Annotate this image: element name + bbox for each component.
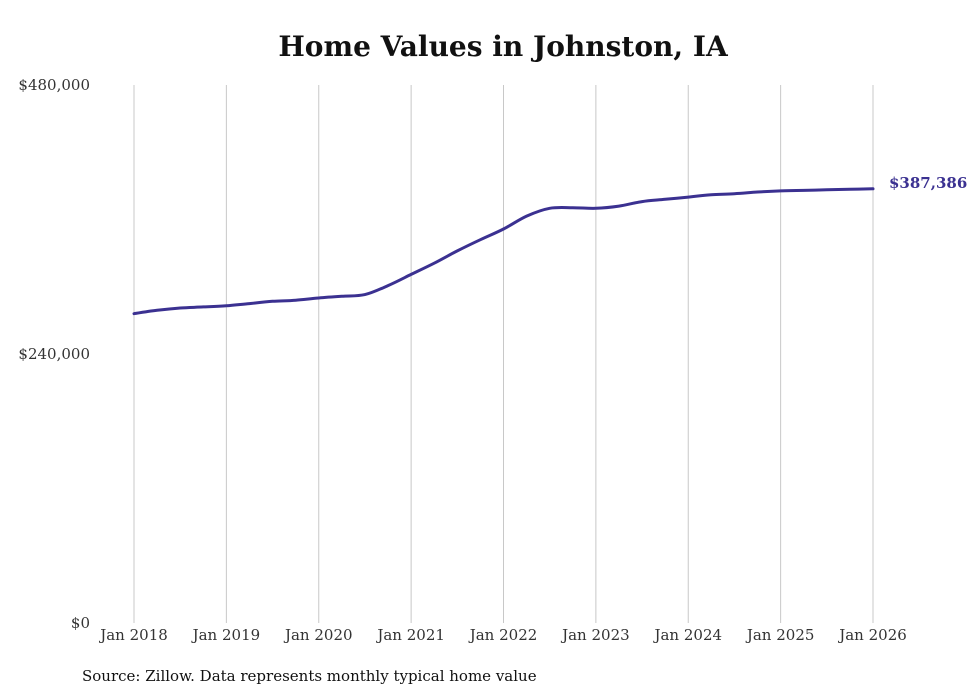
x-tick-label: Jan 2024 [652, 626, 722, 644]
chart-title: Home Values in Johnston, IA [278, 30, 728, 63]
y-tick-label: $0 [71, 614, 90, 632]
x-tick-label: Jan 2019 [191, 626, 261, 644]
x-tick-label: Jan 2026 [837, 626, 907, 644]
source-note: Source: Zillow. Data represents monthly … [82, 667, 537, 685]
x-tick-label: Jan 2022 [468, 626, 538, 644]
x-tick-label: Jan 2021 [375, 626, 445, 644]
x-tick-label: Jan 2020 [283, 626, 353, 644]
x-tick-label: Jan 2023 [560, 626, 630, 644]
end-value-label: $387,386 [889, 174, 967, 192]
y-axis-ticks: $0 $240,000 $480,000 [18, 76, 90, 632]
x-axis-ticks: Jan 2018 Jan 2019 Jan 2020 Jan 2021 Jan 2022… [98, 626, 907, 644]
grid-lines [133, 85, 874, 623]
y-tick-label: $240,000 [18, 345, 90, 363]
x-tick-label: Jan 2018 [98, 626, 168, 644]
x-tick-label: Jan 2025 [745, 626, 815, 644]
series-line-home-value [132, 187, 875, 316]
y-tick-label: $480,000 [18, 76, 90, 94]
